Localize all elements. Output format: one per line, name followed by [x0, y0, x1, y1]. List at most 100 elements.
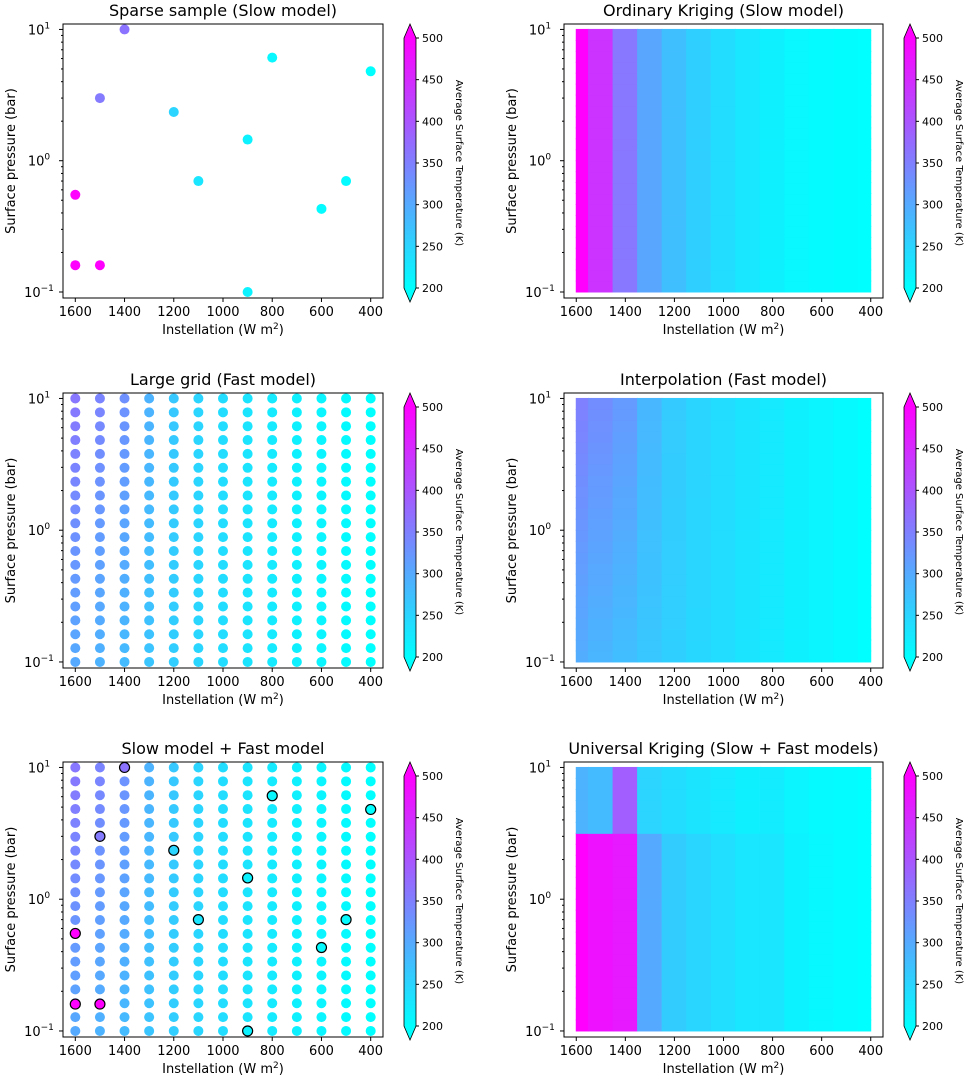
heatmap-cell	[808, 193, 835, 205]
heatmap-cell	[575, 280, 590, 293]
grid-point	[168, 1012, 179, 1023]
heatmap-cell	[710, 182, 737, 195]
heatmap-cell	[784, 452, 810, 465]
grid-point	[168, 901, 179, 912]
heatmap-cell	[808, 452, 835, 465]
grid-point	[119, 901, 130, 912]
heatmap-cell	[808, 584, 835, 597]
grid-point	[267, 643, 278, 654]
heatmap-cell	[661, 83, 688, 96]
heatmap-cell	[833, 854, 859, 867]
chart-title: Universal Kriging (Slow + Fast models)	[568, 739, 878, 758]
grid-point	[94, 901, 105, 912]
colorbar-label: Average Surface Temperature (K)	[453, 449, 464, 616]
x-tick-label: 1400	[609, 675, 642, 690]
grid-point	[267, 448, 278, 459]
grid-point	[316, 1012, 327, 1023]
heatmap-cell	[661, 28, 688, 41]
heatmap-cell	[588, 171, 614, 184]
heatmap-cell	[784, 832, 810, 845]
heatmap-cell	[612, 650, 639, 663]
grid-point	[168, 476, 179, 487]
heatmap-cell	[637, 430, 663, 443]
heatmap-cell	[661, 573, 688, 586]
grid-point	[218, 421, 228, 432]
heatmap-cell	[686, 72, 712, 85]
y-tick-label: 10−1	[24, 284, 54, 301]
heatmap-cell	[857, 810, 872, 823]
y-tick-exp: 0	[44, 891, 50, 901]
heatmap-cell	[575, 397, 590, 410]
heatmap-cell	[686, 766, 712, 779]
heatmap-cell	[857, 639, 872, 652]
heatmap-cell	[735, 203, 761, 216]
grid-point	[119, 546, 130, 557]
heatmap-cell	[784, 540, 810, 553]
x-tick-label: 1600	[560, 305, 593, 320]
sample-point	[192, 914, 204, 926]
heatmap-cell	[833, 138, 859, 151]
heatmap-cell	[612, 269, 639, 282]
grid-point	[144, 643, 155, 654]
heatmap-cell	[808, 898, 835, 911]
heatmap-cell	[612, 182, 639, 195]
grid-point	[119, 804, 130, 815]
grid-point	[267, 615, 278, 626]
grid-point	[242, 601, 253, 612]
heatmap-cell	[710, 408, 737, 421]
colorbar-tick-label: 500	[922, 770, 943, 783]
heatmap-cell	[833, 595, 859, 608]
grid-point	[365, 448, 376, 459]
heatmap-cell	[735, 821, 761, 834]
grid-point	[267, 421, 278, 432]
heatmap-cell	[575, 149, 590, 162]
grid-point	[242, 970, 253, 981]
heatmap-cell	[784, 562, 810, 575]
heatmap-cell	[686, 975, 712, 988]
heatmap-cell	[686, 171, 712, 184]
grid-point	[144, 817, 155, 828]
heatmap-cell	[735, 61, 761, 74]
heatmap-cell	[710, 964, 737, 977]
heatmap-cell	[686, 496, 712, 509]
heatmap-cell	[759, 408, 786, 421]
heatmap-cell	[857, 28, 872, 41]
heatmap-cell	[575, 518, 590, 531]
grid-point	[242, 1012, 253, 1023]
heatmap-cell	[661, 39, 688, 52]
grid-point	[365, 435, 376, 446]
heatmap-cell	[735, 909, 761, 922]
heatmap-cell	[735, 518, 761, 531]
heatmap-cell	[588, 203, 614, 216]
sample-point	[242, 872, 254, 884]
grid-point	[70, 859, 81, 870]
heatmap-cell	[808, 61, 835, 74]
heatmap-cell	[735, 964, 761, 977]
heatmap-cell	[661, 160, 688, 173]
heatmap-cell	[588, 160, 614, 173]
grid-point	[144, 804, 155, 815]
heatmap-cell	[637, 986, 663, 999]
heatmap-cell	[637, 39, 663, 52]
heatmap-cell	[710, 518, 737, 531]
heatmap-cell	[612, 408, 639, 421]
heatmap-cell	[686, 225, 712, 238]
grid-point	[119, 462, 130, 473]
heatmap-cell	[612, 72, 639, 85]
grid-point	[365, 790, 376, 801]
heatmap-cell	[686, 149, 712, 162]
grid-point	[242, 776, 253, 787]
heatmap-cell	[612, 997, 639, 1010]
heatmap-cell	[808, 116, 835, 129]
heatmap-cell	[686, 810, 712, 823]
heatmap-cell	[735, 269, 761, 282]
grid-point	[94, 490, 105, 501]
plot-area	[69, 761, 377, 1037]
heatmap-cell	[735, 832, 761, 845]
grid-point	[193, 656, 204, 667]
colorbar-tick-label: 500	[422, 770, 443, 783]
heatmap-cell	[661, 584, 688, 597]
heatmap-cell	[833, 485, 859, 498]
